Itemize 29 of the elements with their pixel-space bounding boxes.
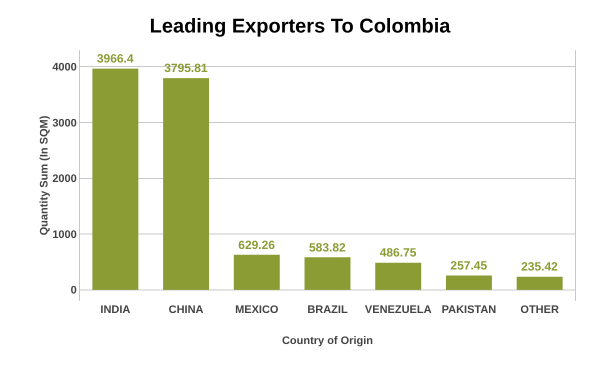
y-tick-label: 4000	[52, 62, 77, 74]
bar	[234, 254, 280, 290]
y-tick-label: 2000	[52, 173, 77, 186]
x-tick-label: OTHER	[520, 304, 559, 316]
bar	[446, 275, 492, 290]
chart-title: Leading Exporters To Colombia	[150, 16, 452, 38]
bar	[92, 68, 138, 290]
data-label: 583.82	[308, 240, 346, 254]
data-label: 257.45	[450, 258, 488, 272]
x-tick-label: INDIA	[100, 304, 130, 316]
bar	[304, 257, 350, 290]
bar	[516, 276, 563, 290]
y-tick-label: 3000	[52, 117, 77, 130]
x-axis-title: Country of Origin	[282, 335, 374, 347]
data-label: 3966.4	[96, 52, 134, 66]
x-tick-label: VENEZUELA	[364, 304, 432, 316]
data-label: 629.26	[238, 238, 276, 252]
x-tick-label: PAKISTAN	[442, 304, 496, 316]
data-label: 235.42	[521, 260, 558, 274]
x-tick-label: MEXICO	[235, 304, 279, 316]
bar	[375, 262, 422, 290]
x-tick-label: CHINA	[168, 304, 204, 316]
x-tick-label: BRAZIL	[307, 304, 348, 316]
y-tick-label: 1000	[52, 228, 77, 241]
data-label: 486.75	[380, 246, 417, 260]
y-axis-title: Quantity Sum (In SQM)	[38, 115, 50, 236]
bar	[163, 78, 210, 290]
y-tick-label: 0	[70, 284, 77, 297]
data-label: 3795.81	[164, 61, 208, 76]
